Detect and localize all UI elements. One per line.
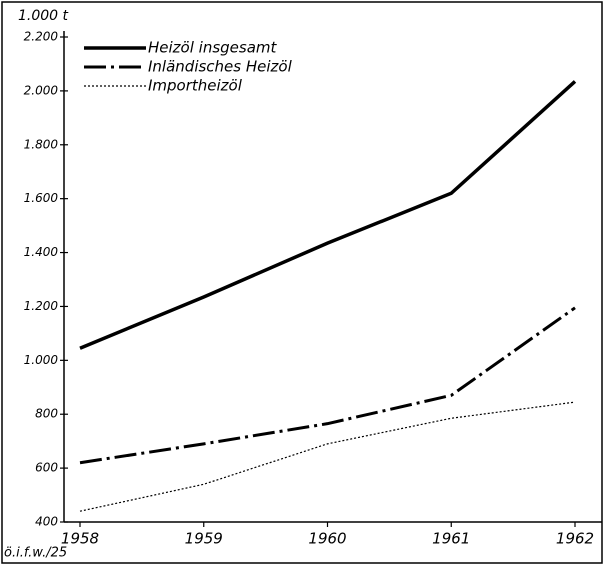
x-tick-label: 1960 — [308, 530, 346, 548]
legend-label: Heizöl insgesamt — [148, 39, 278, 57]
series-line — [79, 80, 577, 350]
x-tick-label: 1958 — [61, 530, 99, 548]
x-tick-label: 1959 — [185, 530, 223, 548]
x-tick-label: 1962 — [556, 530, 594, 548]
series-line — [79, 401, 576, 512]
y-tick-label: 1.600 — [24, 191, 59, 205]
legend-label: Inländisches Heizöl — [148, 58, 293, 76]
series-line — [79, 306, 576, 465]
x-tick-label: 1961 — [432, 530, 470, 548]
y-tick-label: 1.400 — [24, 245, 59, 259]
y-tick-label: 800 — [35, 407, 58, 421]
y-tick-label: 600 — [35, 461, 58, 475]
y-tick-label: 1.000 — [24, 353, 59, 367]
footer: ö.i.f.w./25 — [4, 546, 67, 561]
y-unit: 1.000 t — [18, 8, 69, 24]
y-tick-label: 1.200 — [24, 299, 59, 313]
y-tick-label: 400 — [35, 515, 58, 529]
y-tick-label: 1.800 — [24, 137, 59, 151]
legend-label: Importheizöl — [148, 77, 243, 95]
y-tick-label: 2.200 — [24, 30, 59, 44]
y-tick-label: 2.000 — [24, 83, 59, 97]
